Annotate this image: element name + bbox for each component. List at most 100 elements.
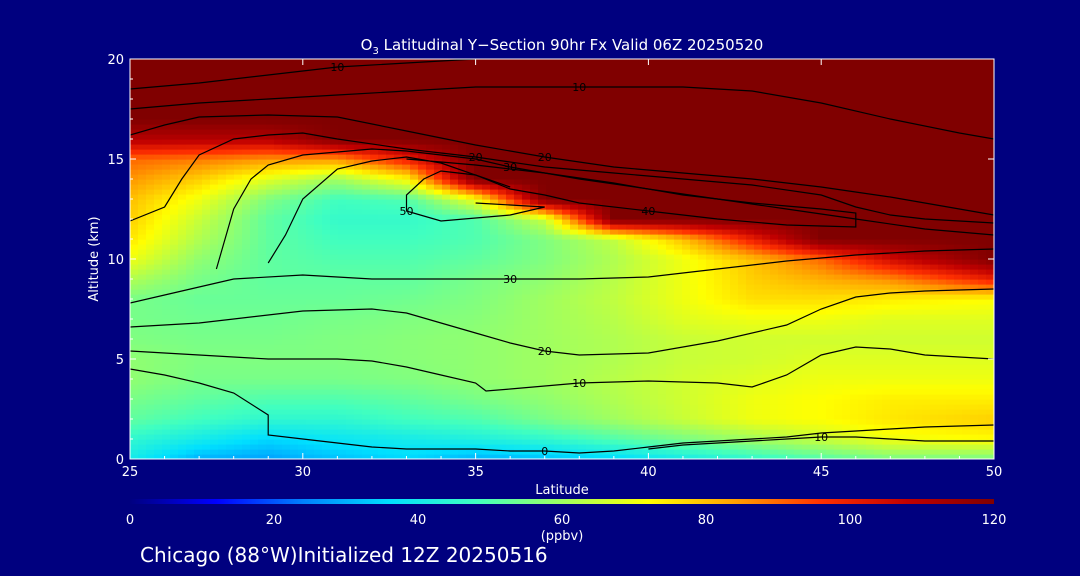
heatmap-cell (274, 214, 283, 220)
heatmap-cell (602, 399, 611, 405)
heatmap-cell (178, 199, 187, 205)
heatmap-cell (354, 109, 363, 115)
heatmap-cell (554, 119, 563, 125)
heatmap-cell (218, 124, 227, 130)
heatmap-cell (354, 249, 363, 255)
heatmap-cell (138, 289, 147, 295)
heatmap-cell (482, 359, 491, 365)
heatmap-cell (602, 359, 611, 365)
heatmap-cell (466, 284, 475, 290)
heatmap-cell (210, 59, 219, 65)
heatmap-cell (578, 189, 587, 195)
heatmap-cell (378, 249, 387, 255)
heatmap-cell (234, 224, 243, 230)
heatmap-cell (322, 434, 331, 440)
heatmap-cell (554, 424, 563, 430)
heatmap-cell (202, 159, 211, 165)
heatmap-cell (130, 109, 139, 115)
heatmap-cell (554, 294, 563, 300)
heatmap-cell (154, 179, 163, 185)
heatmap-cell (554, 364, 563, 370)
heatmap-cell (594, 194, 603, 200)
heatmap-cell (378, 424, 387, 430)
heatmap-cell (378, 104, 387, 110)
heatmap-cell (266, 194, 275, 200)
heatmap-cell (610, 374, 619, 380)
heatmap-cell (562, 364, 571, 370)
heatmap-cell (402, 189, 411, 195)
heatmap-cell (426, 319, 435, 325)
heatmap-cell (482, 414, 491, 420)
heatmap-cell (586, 379, 595, 385)
heatmap-cell (146, 449, 155, 455)
heatmap-cell (306, 399, 315, 405)
heatmap-cell (530, 89, 539, 95)
heatmap-cell (466, 159, 475, 165)
heatmap-cell (538, 64, 547, 70)
heatmap-cell (138, 79, 147, 85)
heatmap-cell (458, 369, 467, 375)
heatmap-cell (530, 354, 539, 360)
heatmap-cell (274, 124, 283, 130)
heatmap-cell (562, 224, 571, 230)
heatmap-cell (514, 274, 523, 280)
heatmap-cell (402, 239, 411, 245)
heatmap-cell (618, 434, 627, 440)
heatmap-cell (474, 324, 483, 330)
heatmap-cell (546, 324, 555, 330)
heatmap-cell (386, 424, 395, 430)
heatmap-cell (418, 419, 427, 425)
heatmap-cell (354, 214, 363, 220)
heatmap-cell (394, 184, 403, 190)
heatmap-cell (250, 219, 259, 225)
heatmap-cell (282, 289, 291, 295)
heatmap-cell (538, 269, 547, 275)
heatmap-cell (514, 264, 523, 270)
heatmap-cell (570, 429, 579, 435)
heatmap-cell (250, 269, 259, 275)
heatmap-cell (602, 254, 611, 260)
heatmap-cell (146, 124, 155, 130)
heatmap-cell (266, 259, 275, 265)
heatmap-cell (594, 439, 603, 445)
heatmap-cell (226, 394, 235, 400)
heatmap-cell (554, 454, 563, 459)
heatmap-cell (218, 169, 227, 175)
heatmap-cell (594, 279, 603, 285)
heatmap-cell (354, 234, 363, 240)
heatmap-cell (498, 144, 507, 150)
heatmap-cell (450, 284, 459, 290)
heatmap-cell (138, 229, 147, 235)
heatmap-cell (506, 214, 515, 220)
heatmap-cell (130, 229, 139, 235)
heatmap-cell (618, 309, 627, 315)
heatmap-cell (378, 324, 387, 330)
heatmap-cell (490, 349, 499, 355)
heatmap-cell (522, 139, 531, 145)
heatmap-cell (602, 204, 611, 210)
heatmap-cell (258, 219, 267, 225)
heatmap-cell (418, 119, 427, 125)
heatmap-cell (338, 379, 347, 385)
heatmap-cell (482, 449, 491, 455)
heatmap-cell (186, 194, 195, 200)
heatmap-cell (458, 314, 467, 320)
heatmap-cell (202, 304, 211, 310)
heatmap-cell (170, 224, 179, 230)
heatmap-cell (290, 184, 299, 190)
heatmap-cell (338, 124, 347, 130)
heatmap-cell (506, 224, 515, 230)
heatmap-cell (154, 134, 163, 140)
heatmap-cell (322, 379, 331, 385)
heatmap-cell (618, 124, 627, 130)
heatmap-cell (162, 119, 171, 125)
heatmap-cell (202, 274, 211, 280)
heatmap-cell (562, 389, 571, 395)
heatmap-cell (290, 164, 299, 170)
heatmap-cell (186, 444, 195, 450)
heatmap-cell (442, 329, 451, 335)
heatmap-cell (514, 289, 523, 295)
heatmap-cell (250, 419, 259, 425)
heatmap-cell (370, 134, 379, 140)
heatmap-cell (498, 69, 507, 75)
